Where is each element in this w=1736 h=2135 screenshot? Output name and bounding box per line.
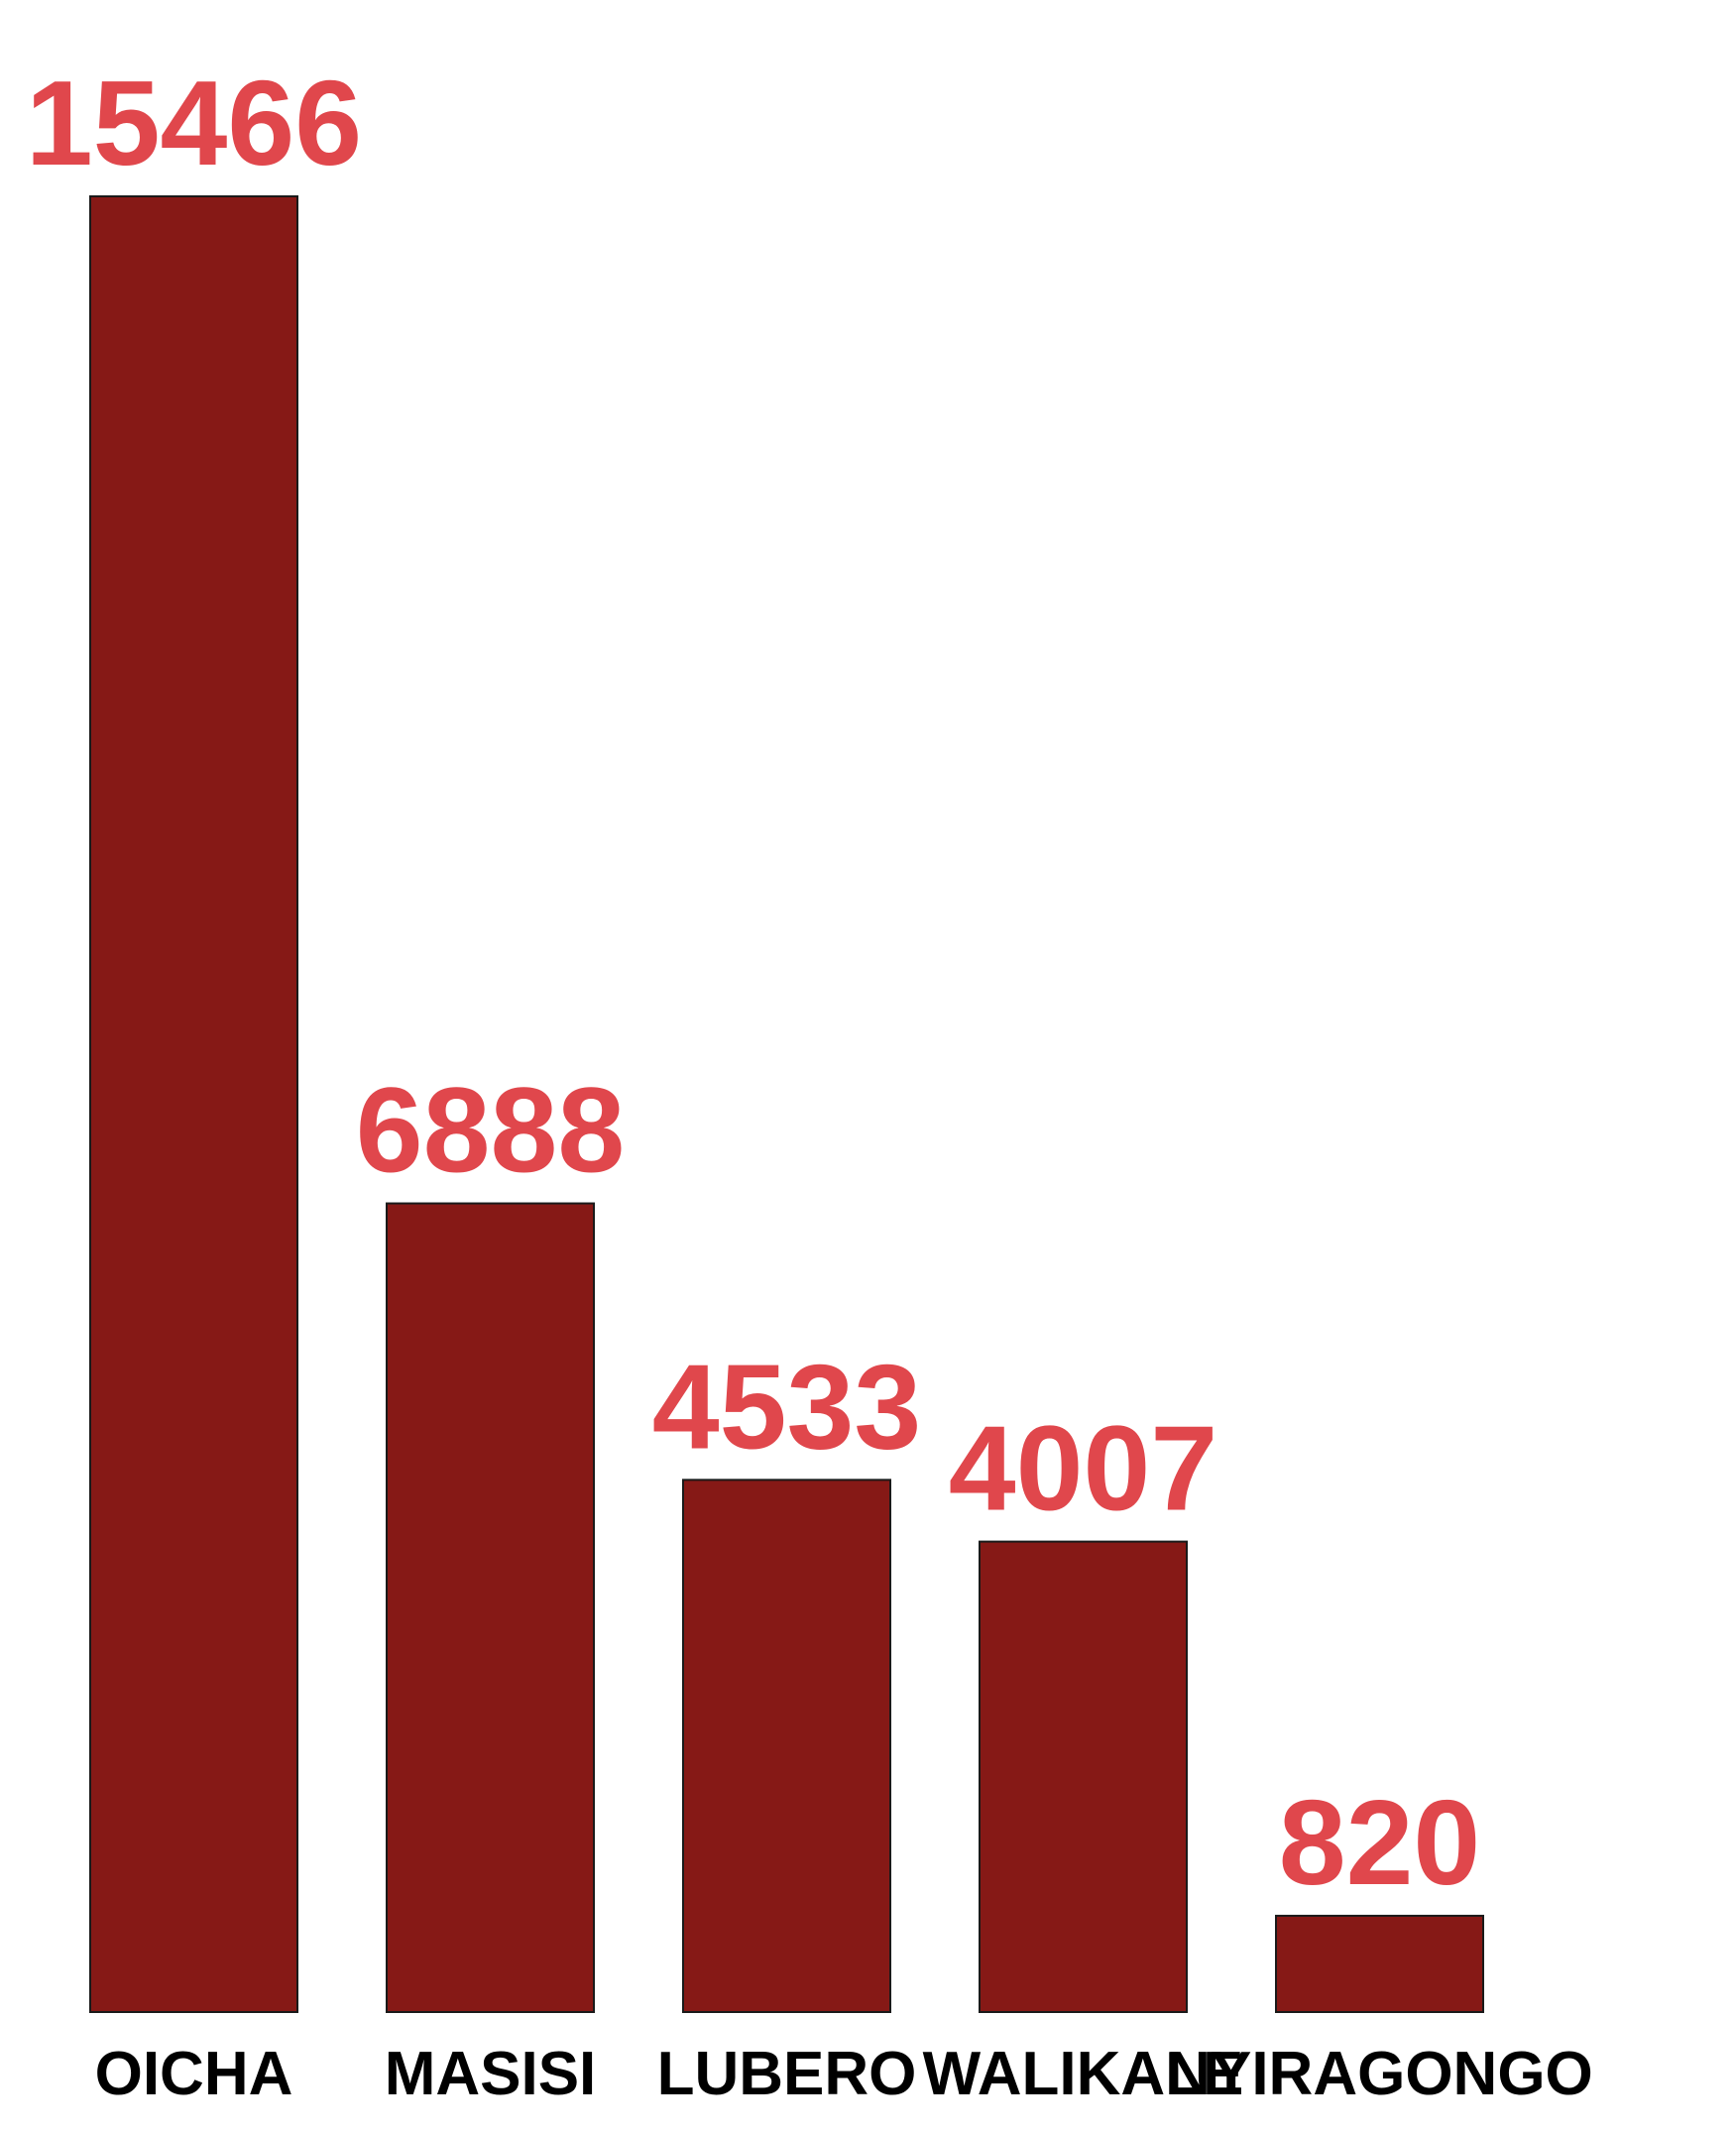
category-label-walikale: WALIKALE xyxy=(923,2040,1244,2108)
value-label-walikale: 4007 xyxy=(949,1401,1217,1536)
bar-masisi xyxy=(386,1202,595,2013)
bar-lubero xyxy=(682,1479,891,2013)
value-label-nyiragongo: 820 xyxy=(1279,1775,1481,1910)
bars-group xyxy=(89,195,1484,2014)
category-label-oicha: OICHA xyxy=(95,2040,293,2108)
bar-oicha xyxy=(89,195,298,2013)
value-label-oicha: 15466 xyxy=(26,56,362,190)
bar-nyiragongo xyxy=(1275,1914,1484,2014)
value-label-lubero: 4533 xyxy=(652,1339,921,1474)
value-labels-group: 15466 6888 4533 4007 820 xyxy=(26,56,1480,1910)
bar-walikale xyxy=(979,1540,1188,2013)
category-label-masisi: MASISI xyxy=(385,2040,597,2108)
category-label-nyiragongo: NYIRAGONGO xyxy=(1166,2040,1593,2108)
value-label-masisi: 6888 xyxy=(356,1063,625,1198)
category-label-lubero: LUBERO xyxy=(657,2040,917,2108)
